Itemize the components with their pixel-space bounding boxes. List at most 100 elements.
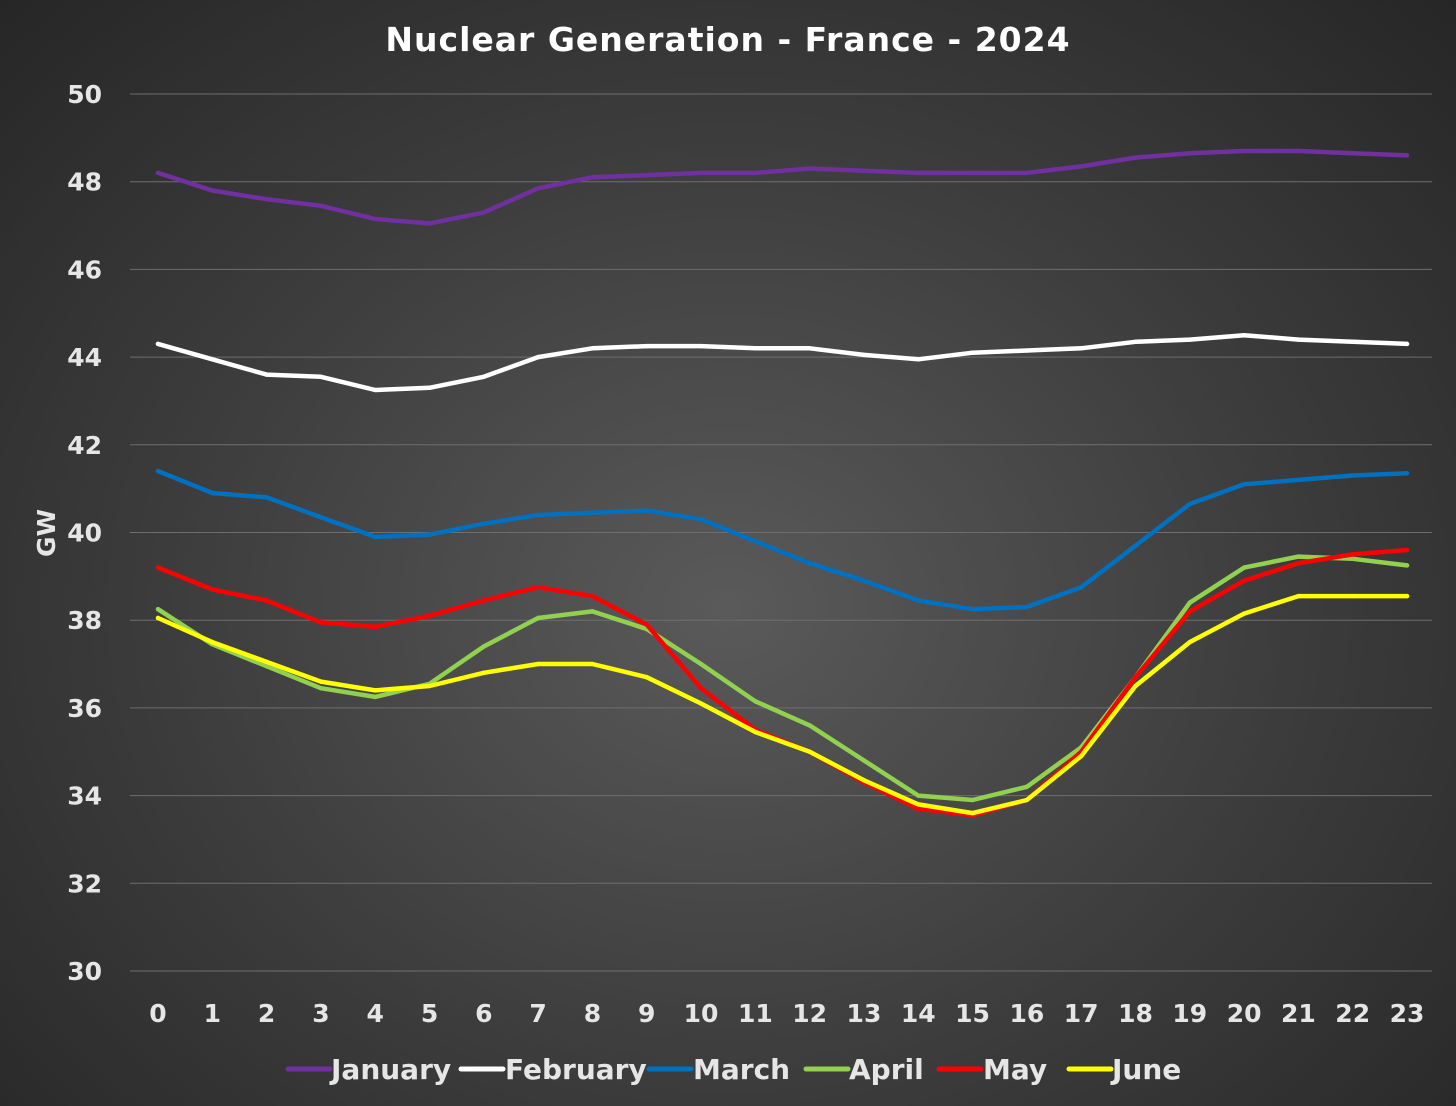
x-tick-label: 13	[847, 999, 882, 1028]
x-tick-label: 10	[684, 999, 719, 1028]
x-tick-label: 7	[529, 999, 546, 1028]
data-point	[807, 723, 812, 728]
data-point	[807, 166, 812, 171]
data-point	[1187, 600, 1192, 605]
data-point	[807, 749, 812, 754]
data-point	[698, 661, 704, 667]
data-point	[970, 350, 975, 355]
data-point	[1350, 552, 1355, 557]
x-tick-label: 3	[312, 999, 329, 1028]
data-point	[264, 372, 269, 377]
data-point	[861, 778, 867, 783]
data-point	[1187, 609, 1192, 614]
data-point	[210, 188, 215, 193]
data-point	[318, 374, 324, 380]
data-point	[264, 495, 269, 500]
y-tick-label: 30	[67, 957, 102, 986]
data-point	[970, 170, 975, 176]
x-tick-label: 8	[584, 999, 601, 1028]
data-point	[1404, 341, 1410, 347]
data-point	[1133, 339, 1138, 344]
data-point	[861, 578, 867, 583]
data-point	[644, 675, 649, 680]
data-point	[970, 797, 975, 803]
data-point	[373, 534, 378, 540]
data-point	[916, 170, 921, 176]
x-tick-label: 22	[1335, 999, 1370, 1028]
x-tick-label: 1	[204, 999, 221, 1028]
x-tick-label: 14	[901, 999, 936, 1028]
data-point	[807, 560, 812, 566]
x-tick-label: 2	[258, 999, 275, 1028]
data-point	[1024, 604, 1030, 610]
data-point	[1350, 473, 1355, 478]
x-tick-label: 23	[1390, 999, 1425, 1028]
data-point	[916, 806, 921, 811]
data-point	[1078, 753, 1084, 759]
data-point	[427, 385, 432, 390]
x-tick-label: 6	[475, 999, 492, 1028]
data-point	[155, 341, 161, 347]
data-point	[644, 622, 649, 627]
data-point	[481, 670, 487, 676]
data-point	[1024, 784, 1030, 790]
y-tick-label: 36	[67, 694, 102, 723]
data-point	[535, 615, 541, 621]
series-june	[155, 593, 1410, 816]
data-point	[481, 644, 487, 649]
data-point	[210, 587, 215, 592]
data-point	[807, 346, 812, 351]
y-tick-label: 34	[67, 782, 102, 811]
data-point	[210, 490, 215, 496]
series-line	[155, 332, 1410, 393]
data-point	[1187, 150, 1192, 156]
data-point	[318, 514, 324, 520]
data-point	[1024, 170, 1030, 176]
x-tick-label: 18	[1118, 999, 1153, 1028]
x-tick-label: 15	[955, 999, 990, 1028]
data-point	[427, 613, 432, 619]
data-point	[535, 585, 541, 590]
legend-item-april: April	[803, 1053, 924, 1086]
data-point	[590, 661, 595, 667]
data-point	[970, 810, 975, 816]
data-point	[1241, 565, 1247, 570]
data-point	[916, 793, 921, 798]
data-point	[481, 210, 487, 215]
data-point	[1241, 148, 1247, 154]
data-point	[1187, 639, 1192, 645]
data-point	[318, 685, 324, 691]
data-point	[1187, 501, 1192, 507]
data-point	[427, 221, 432, 226]
data-point	[1133, 155, 1138, 160]
data-point	[373, 694, 378, 700]
data-point	[698, 701, 704, 706]
data-point	[698, 517, 704, 522]
data-point	[1241, 482, 1247, 487]
data-point	[155, 615, 161, 621]
data-point	[1078, 585, 1084, 590]
x-axis-ticks: 0 1 2 3 4 5 6 7 8 9 10 11 12 13 14 15 16 17 18 19 20 21 22 23	[149, 999, 1424, 1028]
legend-label: March	[693, 1053, 790, 1086]
data-point	[155, 170, 161, 176]
x-tick-label: 17	[1064, 999, 1099, 1028]
x-tick-label: 19	[1172, 999, 1207, 1028]
data-point	[1241, 332, 1247, 338]
data-point	[427, 532, 432, 537]
chart-title: Nuclear Generation - France - 2024	[385, 20, 1070, 59]
data-point	[1350, 593, 1355, 599]
data-point	[644, 508, 649, 513]
legend-label: June	[1110, 1053, 1181, 1086]
data-point	[373, 688, 378, 693]
data-point	[861, 758, 867, 763]
data-point	[427, 683, 432, 689]
data-point	[916, 357, 921, 362]
data-point	[698, 343, 704, 349]
legend-label: May	[983, 1053, 1047, 1086]
data-point	[1296, 560, 1301, 566]
legend-label: April	[849, 1053, 924, 1086]
data-point	[1350, 150, 1355, 156]
data-point	[535, 354, 541, 360]
data-point	[916, 802, 921, 807]
